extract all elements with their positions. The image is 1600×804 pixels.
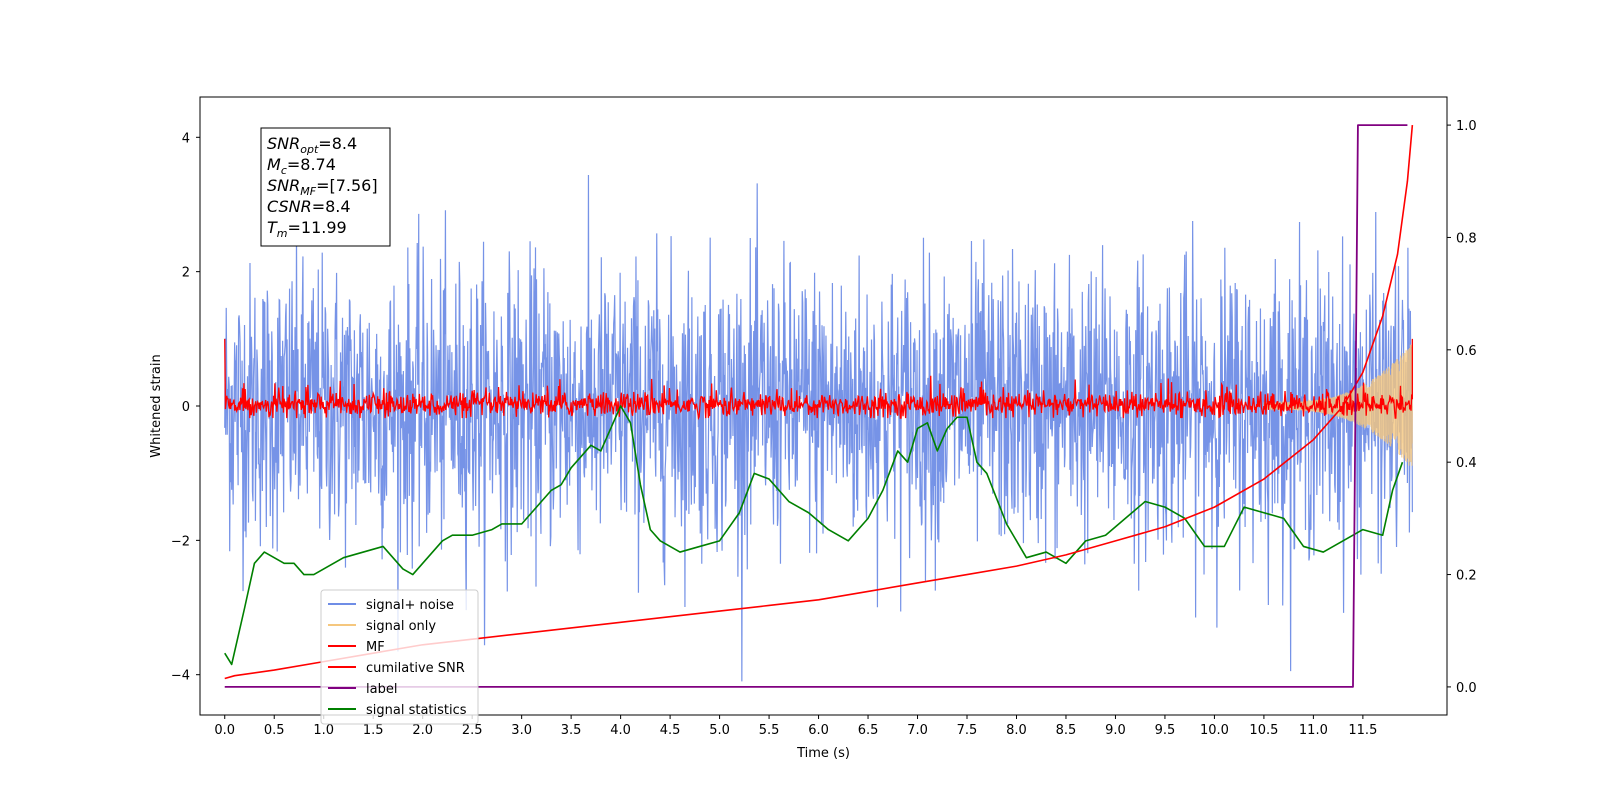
- x-tick-label: 7.0: [907, 723, 928, 738]
- y-left-tick-label: 4: [182, 131, 190, 146]
- series-signal-only-line: [1263, 344, 1413, 466]
- legend-frame: [320, 589, 479, 725]
- y-left-tick-label: 2: [182, 266, 190, 281]
- x-tick-label: 4.5: [660, 723, 681, 738]
- x-tick-label: 6.0: [808, 723, 829, 738]
- y-axis-left: 4 2 0 −2 −4: [171, 131, 200, 684]
- x-tick-label: 0.5: [264, 723, 285, 738]
- series-mf-line: [224, 338, 1414, 421]
- y-axis-label: Whitened strain: [149, 354, 164, 457]
- series-signal-noise-line: [224, 174, 1413, 682]
- x-tick-label: 4.0: [610, 723, 631, 738]
- annotation-line: SNRopt=8.4: [267, 134, 357, 156]
- x-tick-label: 6.5: [858, 723, 879, 738]
- x-tick-label: 3.5: [561, 723, 582, 738]
- legend-entry: MF: [366, 640, 385, 655]
- legend-entry: label: [366, 682, 397, 697]
- x-tick-label: 10.0: [1200, 723, 1229, 738]
- x-tick-label: 2.0: [412, 723, 433, 738]
- x-tick-label: 11.5: [1348, 723, 1377, 738]
- x-axis: 0.0 0.5 1.0 1.5 2.0 2.5 3.0 3.5 4.0 4.5 5.0 5.5 6.0 6…: [214, 715, 1377, 738]
- series-label-line: [224, 124, 1408, 688]
- annotation-frame: [260, 127, 391, 247]
- legend-entry: signal statistics: [366, 703, 467, 718]
- x-tick-label: 1.0: [313, 723, 334, 738]
- y-right-tick-label: 0.0: [1456, 681, 1477, 696]
- x-tick-label: 10.5: [1249, 723, 1278, 738]
- legend-entry: signal+ noise: [366, 598, 454, 613]
- annotation-line: SNRMF=[7.56]: [267, 176, 378, 198]
- x-tick-label: 9.0: [1105, 723, 1126, 738]
- legend-entry: cumilative SNR: [366, 661, 465, 676]
- x-tick-label: 1.5: [363, 723, 384, 738]
- y-right-tick-label: 0.8: [1456, 231, 1477, 246]
- y-right-tick-label: 1.0: [1456, 119, 1477, 134]
- x-tick-label: 5.5: [759, 723, 780, 738]
- x-tick-label: 7.5: [957, 723, 978, 738]
- x-tick-label: 5.0: [709, 723, 730, 738]
- series-signal-statistics-line: [224, 405, 1404, 666]
- x-tick-label: 3.0: [511, 723, 532, 738]
- x-tick-label: 11.0: [1299, 723, 1328, 738]
- y-left-tick-label: −4: [171, 669, 190, 684]
- annotation-line: Tm=11.99: [267, 218, 347, 240]
- y-left-tick-label: 0: [182, 400, 190, 415]
- y-left-tick-label: −2: [171, 534, 190, 549]
- annotation-line: CSNR=8.4: [267, 197, 351, 216]
- annotation-line: Mc=8.74: [267, 155, 336, 177]
- y-right-tick-label: 0.4: [1456, 456, 1477, 471]
- x-tick-label: 0.0: [214, 723, 235, 738]
- y-axis-right: 1.0 0.8 0.6 0.4 0.2 0.0: [1447, 119, 1477, 696]
- x-tick-label: 8.0: [1006, 723, 1027, 738]
- x-tick-label: 8.5: [1056, 723, 1077, 738]
- x-tick-label: 2.5: [462, 723, 483, 738]
- y-right-tick-label: 0.6: [1456, 344, 1477, 359]
- legend: signal+ noise signal only MF cumilative SNR…: [320, 589, 479, 725]
- legend-entry: signal only: [366, 619, 436, 634]
- x-tick-label: 9.5: [1155, 723, 1176, 738]
- x-axis-label: Time (s): [796, 746, 850, 761]
- y-right-tick-label: 0.2: [1456, 569, 1477, 584]
